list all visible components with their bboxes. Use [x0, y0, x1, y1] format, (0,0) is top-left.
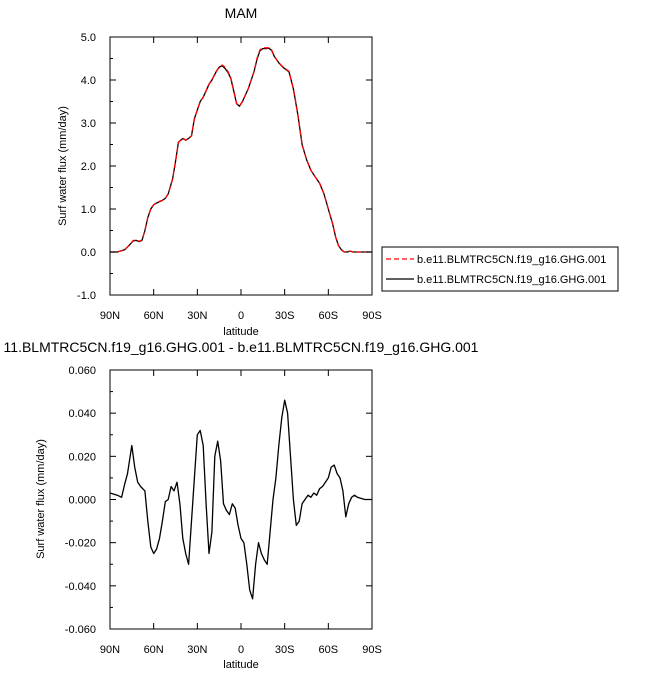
top-x-ticks: 90N 60N 30N 0 30S 60S 90S [100, 37, 382, 322]
bottom-x-tick-label: 30N [187, 644, 207, 656]
top-y-tick-label: 2.0 [81, 161, 96, 173]
top-y-tick-label: 3.0 [81, 118, 96, 130]
bottom-y-tick-label: 0.040 [68, 408, 96, 420]
bottom-y-axis-label: Surf water flux (mm/day) [35, 439, 47, 559]
top-x-tick-label: 60N [144, 310, 164, 322]
bottom-y-ticks: -0.060 -0.040 -0.020 0.000 0.020 0.040 0.060 [65, 365, 372, 636]
top-x-tick-label: 30N [187, 310, 207, 322]
legend-entry-2: b.e11.BLMTRC5CN.f19_g16.GHG.001 [417, 274, 606, 286]
legend-entry-1: b.e11.BLMTRC5CN.f19_g16.GHG.001 [417, 254, 606, 266]
top-x-axis-label: latitude [223, 326, 258, 338]
top-x-tick-label: 90N [100, 310, 120, 322]
bottom-plot-area [109, 399, 372, 600]
top-plot-area [110, 47, 372, 253]
bottom-x-tick-label: 90N [100, 644, 120, 656]
bottom-x-tick-label: 30S [275, 644, 295, 656]
top-y-tick-label: -1.0 [77, 290, 96, 302]
bottom-y-tick-label: 0.000 [68, 495, 96, 507]
top-y-tick-label: 4.0 [81, 75, 96, 87]
bottom-chart-title: 11.BLMTRC5CN.f19_g16.GHG.001 - b.e11.BLM… [4, 339, 479, 355]
top-series-dashed-line [110, 47, 372, 253]
top-x-tick-label: 60S [319, 310, 339, 322]
bottom-y-tick-label: 0.060 [68, 365, 96, 377]
bottom-x-axis-label: latitude [223, 659, 258, 671]
top-y-axis-label: Surf water flux (mm/day) [57, 106, 69, 226]
bottom-x-ticks: 90N 60N 30N 0 30S 60S 90S [100, 370, 382, 656]
bottom-y-tick-label: -0.020 [65, 538, 96, 550]
top-axes-frame [109, 36, 373, 296]
bottom-panel: 11.BLMTRC5CN.f19_g16.GHG.001 - b.e11.BLM… [4, 339, 479, 671]
top-x-tick-label: 30S [275, 310, 295, 322]
bottom-x-tick-label: 60N [144, 644, 164, 656]
top-y-tick-label: 0.0 [81, 247, 96, 259]
top-y-tick-label: 1.0 [81, 204, 96, 216]
bottom-y-tick-label: 0.020 [68, 451, 96, 463]
bottom-series-solid-line [109, 399, 372, 600]
top-x-tick-label: 90S [362, 310, 382, 322]
top-y-tick-label: 5.0 [81, 32, 96, 44]
legend: b.e11.BLMTRC5CN.f19_g16.GHG.001 b.e11.BL… [381, 246, 619, 292]
legend-box [381, 246, 619, 292]
bottom-y-tick-label: -0.060 [65, 624, 96, 636]
bottom-y-tick-label: -0.040 [65, 581, 96, 593]
top-y-ticks: -1.0 0.0 1.0 2.0 3.0 4.0 5.0 [77, 32, 372, 302]
top-panel: MAM 90N 60N 30N 0 30S 60S 90S -1.0 0.0 1.0 2.0 3.0… [57, 5, 619, 338]
bottom-x-tick-label: 0 [238, 644, 244, 656]
top-chart-title: MAM [225, 5, 258, 21]
bottom-x-tick-label: 60S [319, 644, 339, 656]
top-x-tick-label: 0 [238, 310, 244, 322]
bottom-axes-frame [109, 369, 373, 630]
bottom-x-tick-label: 90S [362, 644, 382, 656]
top-series-solid-line [110, 47, 372, 253]
